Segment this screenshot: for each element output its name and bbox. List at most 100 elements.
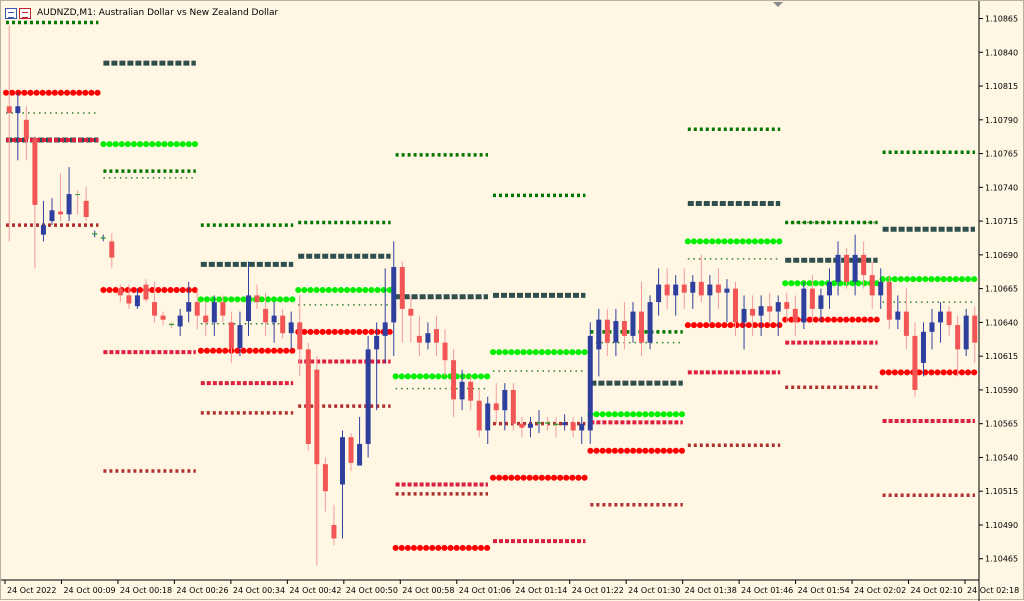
candle-body [698,281,704,296]
candle-body [502,389,508,411]
time-tick-label: 24 Oct 01:22 [572,586,624,595]
price-tick-label: 1.10640 [985,318,1018,327]
candle-body [673,284,679,296]
candle [143,279,149,303]
candle [288,311,294,350]
chart-window-icon[interactable] [5,7,17,19]
candle-body [903,311,909,336]
candle [775,295,781,336]
price-tick-label: 1.10840 [985,48,1018,57]
candle-body [912,335,918,390]
candle-body [579,423,585,431]
candle [314,356,320,566]
candle-body [169,323,175,326]
candle [647,295,653,350]
candle [40,200,46,242]
candle-body [365,349,371,444]
chart-shift-marker-icon[interactable] [773,2,783,7]
candle [801,281,807,330]
candle [656,268,662,316]
candle [451,349,457,417]
time-tick-label: 24 Oct 02:02 [854,586,906,595]
time-tick-label: 24 Oct 00:18 [120,586,172,595]
candle [49,198,55,226]
candle [955,315,961,377]
candle-body [451,360,457,400]
candle-body [972,315,978,343]
candle-body [263,308,269,323]
candle [254,284,260,309]
candle-body [228,322,234,349]
candle [382,268,388,363]
candle [972,306,978,363]
candle-body [160,315,166,320]
candle-body [955,325,961,350]
time-tick-label: 24 Oct 01:14 [515,586,567,595]
candle [938,302,944,343]
candle-body [835,254,841,282]
candle-body [32,138,38,205]
candle-body [459,381,465,400]
candle [365,335,371,458]
candle [493,383,499,424]
time-tick-label: 24 Oct 02:18 [967,586,1019,595]
time-tick-label: 24 Oct 00:26 [176,586,228,595]
candle [587,322,593,444]
candle [15,92,21,161]
chart-properties-icon[interactable] [19,7,31,19]
candle-body [280,315,286,334]
candle-body [100,237,106,239]
candle-body [40,225,46,235]
candle-body [177,315,183,327]
candle-body [357,443,363,466]
price-tick-label: 1.10740 [985,183,1018,192]
candle [818,288,824,323]
candle [664,268,670,309]
candle-body [399,267,405,309]
candle-body [211,302,217,323]
candle-body [297,322,303,350]
time-tick-label: 24 Oct 01:38 [685,586,737,595]
candle [579,416,585,444]
candle [152,281,158,323]
candle [545,416,551,431]
candle [66,167,72,222]
candle-body [750,308,756,316]
candle-body [664,284,670,296]
candle [767,292,773,323]
candle [169,322,175,328]
candle-body [545,422,551,424]
candle [895,295,901,330]
candle-body [587,335,593,431]
candle-body [194,302,200,316]
candle [485,396,491,444]
candle [220,295,226,323]
candle [75,190,81,215]
candle [536,410,542,434]
price-tick-label: 1.10465 [985,555,1018,564]
candle [374,322,380,411]
candle [109,233,115,269]
candle [134,288,140,309]
candle-body [869,275,875,296]
candle [826,268,832,309]
time-tick-label: 24 Oct 01:30 [628,586,680,595]
candle-body [886,281,892,320]
candle [442,329,448,377]
candle-body [75,194,81,196]
candle-body [66,194,72,215]
candle-body [792,308,798,323]
price-tick-label: 1.10765 [985,150,1018,159]
candle [784,292,790,323]
time-tick-label: 24 Oct 00:09 [63,586,115,595]
candle [186,281,192,323]
candle [912,322,918,397]
candle-body [519,423,525,428]
price-tick-label: 1.10515 [985,487,1018,496]
candle [596,308,602,377]
candle-body [758,306,764,316]
price-tick-label: 1.10540 [985,453,1018,462]
candle-body [382,322,388,336]
